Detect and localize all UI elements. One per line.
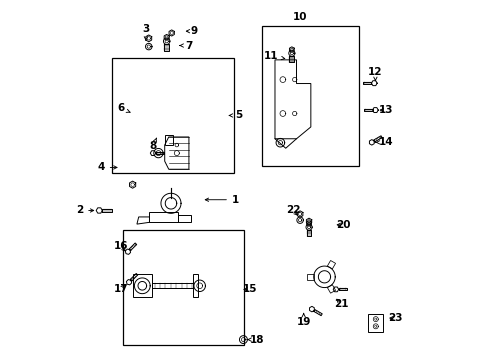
Text: 14: 14 [375, 138, 393, 147]
Bar [367, 315, 383, 332]
Text: 9: 9 [186, 26, 198, 36]
Text: 19: 19 [296, 314, 310, 327]
Text: 6: 6 [117, 103, 130, 113]
Bar [122, 230, 244, 345]
Bar [112, 58, 233, 173]
Text: 1: 1 [205, 195, 239, 205]
Text: 22: 22 [285, 206, 300, 216]
Text: 7: 7 [179, 41, 192, 50]
Text: 21: 21 [333, 299, 348, 309]
Text: 10: 10 [292, 12, 306, 22]
Text: 11: 11 [264, 51, 284, 61]
Text: 15: 15 [242, 284, 257, 294]
Text: 13: 13 [378, 105, 393, 115]
Text: 16: 16 [113, 241, 128, 251]
Text: 5: 5 [229, 111, 242, 121]
Bar [262, 26, 359, 166]
Text: 18: 18 [246, 334, 264, 345]
Text: 8: 8 [149, 138, 156, 151]
Text: 12: 12 [367, 67, 382, 81]
Text: 4: 4 [97, 162, 117, 172]
Text: 3: 3 [142, 24, 149, 40]
Text: 23: 23 [387, 313, 402, 323]
Text: 20: 20 [335, 220, 349, 230]
Text: 17: 17 [113, 284, 128, 294]
Text: 2: 2 [76, 206, 94, 216]
